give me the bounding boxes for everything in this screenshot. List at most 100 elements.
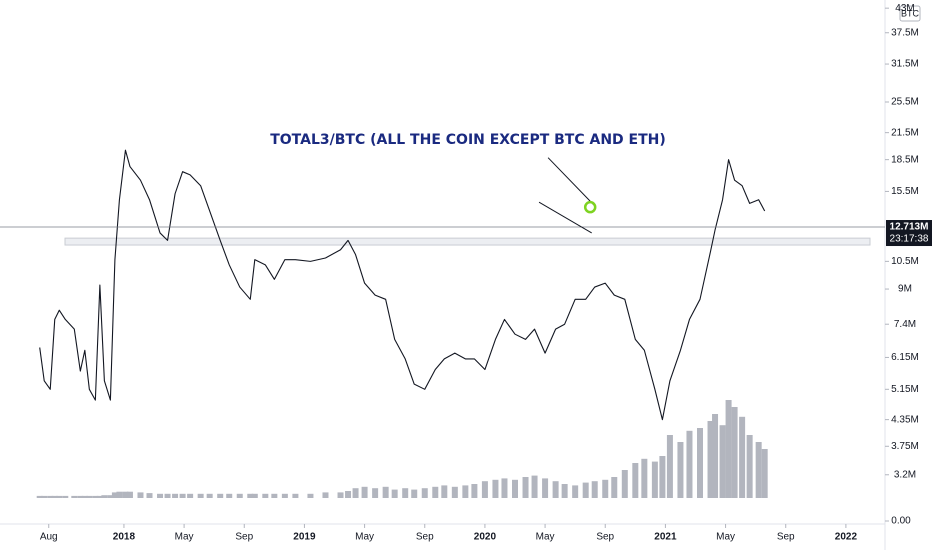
volume-bar — [731, 407, 738, 498]
y-tick-label: 31.5M — [891, 59, 919, 70]
volume-bar — [101, 495, 108, 498]
volume-bar — [739, 416, 746, 498]
volume-bar — [157, 493, 164, 498]
volume-bar — [611, 477, 618, 498]
volume-bar — [712, 414, 719, 498]
volume-bar — [725, 400, 732, 498]
volume-bar — [217, 493, 224, 498]
y2-tick-label: 0.00 — [891, 516, 911, 527]
x-tick-label: May — [355, 532, 374, 543]
volume-bar — [226, 493, 233, 498]
y-tick-label: 7.4M — [894, 319, 916, 330]
volume-bar — [391, 489, 398, 498]
y-tick-label: 43M — [895, 3, 914, 14]
volume-bar — [761, 449, 768, 498]
trendline — [538, 201, 592, 234]
support-zone — [64, 237, 871, 246]
y-tick-label: 5.15M — [891, 384, 919, 395]
volume-bar — [522, 477, 529, 498]
volume-bar — [247, 493, 254, 498]
volume-bar — [462, 485, 469, 498]
volume-bar — [746, 435, 753, 498]
y-tick-label: 10.5M — [891, 256, 919, 267]
volume-bar — [197, 493, 204, 498]
volume-bar — [666, 435, 673, 498]
x-tick-label: May — [175, 532, 194, 543]
volume-bar — [86, 495, 93, 498]
y-tick-label: 3.75M — [891, 441, 919, 452]
volume-bar — [77, 495, 84, 498]
volume-bar — [492, 479, 499, 498]
volume-bar — [501, 478, 508, 498]
volume-bar — [421, 488, 428, 498]
volume-bar — [531, 475, 538, 498]
volume-bar — [146, 493, 153, 498]
volume-bar — [441, 485, 448, 498]
marker-circle — [583, 200, 597, 214]
x-tick-label: 2021 — [654, 532, 677, 543]
volume-bar — [481, 481, 488, 498]
volume-bar — [187, 493, 194, 498]
volume-bar — [582, 482, 589, 498]
volume-bar — [677, 442, 684, 498]
volume-bar — [659, 456, 666, 498]
y-tick-label: 18.5M — [891, 154, 919, 165]
volume-bar — [56, 495, 63, 498]
volume-bar — [51, 495, 58, 498]
volume-bar — [111, 492, 118, 498]
volume-bar — [345, 491, 352, 498]
volume-bar — [62, 495, 69, 498]
chart-title: TOTAL3/BTC (ALL THE COIN EXCEPT BTC AND … — [270, 132, 666, 148]
volume-bar — [71, 495, 78, 498]
volume-bar — [471, 484, 478, 498]
currency: BTC — [901, 8, 920, 18]
volume-bar — [591, 481, 598, 498]
volume-bar — [707, 421, 714, 498]
trendline — [547, 157, 596, 207]
volume-bar — [542, 478, 549, 498]
volume-bar — [755, 442, 762, 498]
volume-bar — [126, 491, 133, 498]
countdown-label: 23:17:38 — [890, 234, 929, 245]
y-tick-label: 6.15M — [891, 352, 919, 363]
volume-bar — [552, 481, 559, 498]
volume-bar — [621, 470, 628, 498]
y-tick-label: 15.5M — [891, 186, 919, 197]
volume-bar — [322, 492, 329, 498]
volume-bar — [96, 495, 103, 498]
volume-bar — [651, 461, 658, 498]
volume-bar — [641, 458, 648, 498]
volume-bar — [686, 430, 693, 498]
volume-bar — [402, 488, 409, 498]
volume-bar — [251, 493, 258, 498]
volume-bar — [696, 428, 703, 498]
volume-bar — [92, 495, 99, 498]
x-tick-label: Sep — [416, 532, 434, 543]
volume-bar — [451, 486, 458, 498]
x-tick-label: 2022 — [835, 532, 858, 543]
volume-bar — [206, 493, 213, 498]
volume-bar — [41, 495, 48, 498]
y-tick-label: 25.5M — [891, 97, 919, 108]
y-tick-label: 21.5M — [891, 127, 919, 138]
x-tick-label: Sep — [596, 532, 614, 543]
volume-bar — [411, 489, 418, 498]
volume-bar — [361, 486, 368, 498]
currency-box — [899, 5, 921, 22]
current-price-label: 12.713M — [890, 222, 929, 233]
volume-bar — [172, 493, 179, 498]
x-tick-label: Sep — [235, 532, 253, 543]
x-tick-label: 2020 — [474, 532, 497, 543]
volume-bar — [352, 488, 359, 498]
volume-bar — [179, 493, 186, 498]
x-tick-label: Sep — [777, 532, 795, 543]
price-line — [39, 149, 766, 421]
volume-bar — [572, 485, 579, 498]
volume-bar — [116, 491, 123, 498]
volume-bar — [81, 495, 88, 498]
y-tick-label: 9M — [898, 284, 912, 295]
volume-bar — [164, 493, 171, 498]
x-tick-label: May — [536, 532, 555, 543]
